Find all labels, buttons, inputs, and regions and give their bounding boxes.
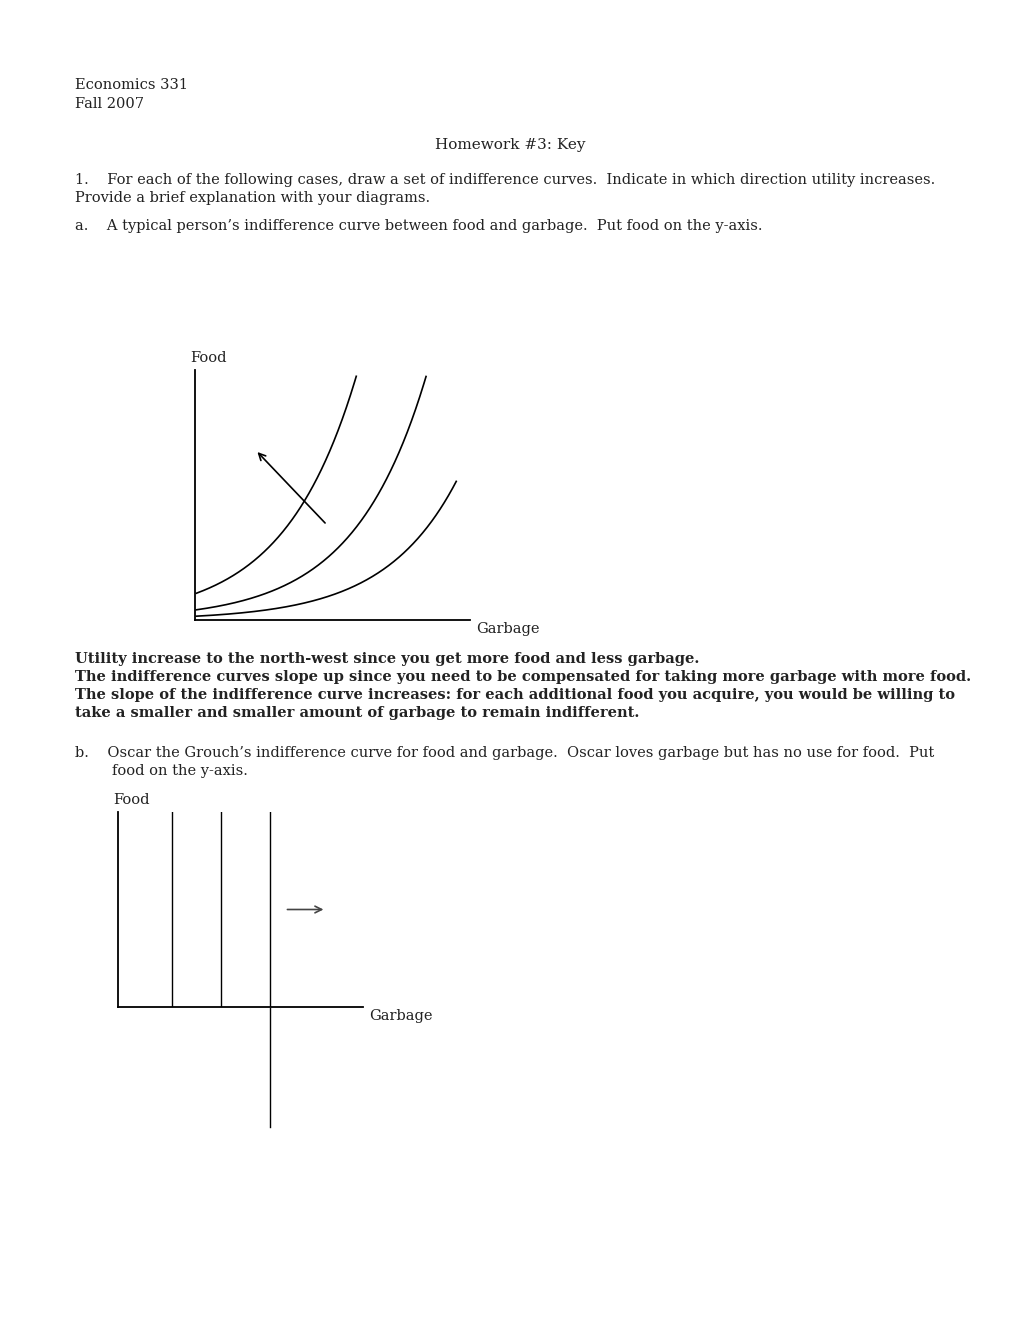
Text: Garbage: Garbage [369,1008,432,1023]
Text: The indifference curves slope up since you need to be compensated for taking mor: The indifference curves slope up since y… [75,671,970,684]
Text: Utility increase to the north-west since you get more food and less garbage.: Utility increase to the north-west since… [75,652,699,667]
Text: Homework #3: Key: Homework #3: Key [434,139,585,152]
Text: a.    A typical person’s indifference curve between food and garbage.  Put food : a. A typical person’s indifference curve… [75,219,762,234]
Text: take a smaller and smaller amount of garbage to remain indifferent.: take a smaller and smaller amount of gar… [75,706,639,719]
Text: 1.    For each of the following cases, draw a set of indifference curves.  Indic: 1. For each of the following cases, draw… [75,173,934,187]
Text: Fall 2007: Fall 2007 [75,96,144,111]
Text: food on the y-axis.: food on the y-axis. [75,764,248,777]
Text: The slope of the indifference curve increases: for each additional food you acqu: The slope of the indifference curve incr… [75,688,954,702]
Text: Food: Food [190,351,226,366]
Text: Garbage: Garbage [476,622,539,636]
Text: Economics 331: Economics 331 [75,78,187,92]
Text: b.    Oscar the Grouch’s indifference curve for food and garbage.  Oscar loves g: b. Oscar the Grouch’s indifference curve… [75,746,933,760]
Text: Food: Food [113,793,150,807]
Text: Provide a brief explanation with your diagrams.: Provide a brief explanation with your di… [75,191,430,205]
